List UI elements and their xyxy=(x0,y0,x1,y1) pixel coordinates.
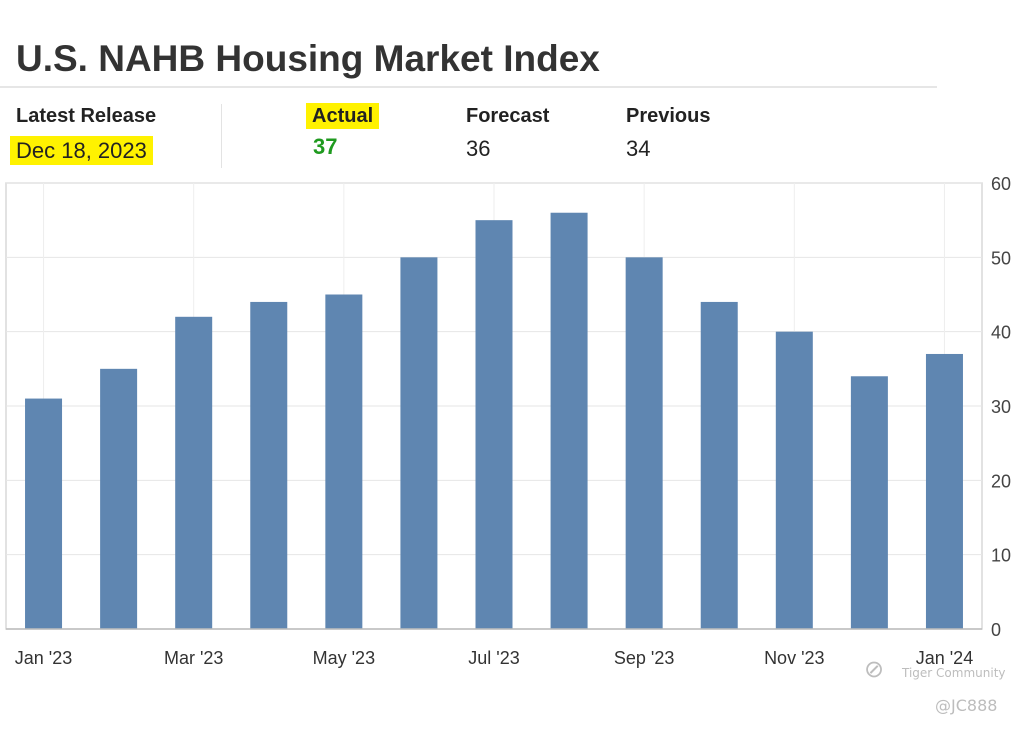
x-tick-label: Sep '23 xyxy=(614,648,675,668)
latest-release-label: Latest Release xyxy=(16,105,157,127)
bar xyxy=(100,368,138,629)
bar xyxy=(250,301,288,629)
bar xyxy=(475,220,513,629)
y-tick-label: 0 xyxy=(991,620,1001,640)
page-title: U.S. NAHB Housing Market Index xyxy=(16,38,600,79)
bar-chart: 0 10 20 30 40 50 60 Jan '23 Mar '23 May '23 Jul '2… xyxy=(5,174,1011,668)
actual-label: Actual xyxy=(306,103,380,129)
y-tick-label: 30 xyxy=(991,397,1011,417)
previous-value: 34 xyxy=(626,136,651,161)
forecast-label: Forecast xyxy=(466,105,550,127)
bar xyxy=(850,376,888,629)
bar xyxy=(550,212,588,629)
bar xyxy=(700,301,738,629)
watermark-user: @JC888 xyxy=(935,696,998,715)
forecast-value: 36 xyxy=(466,136,491,161)
x-tick-label: Jan '24 xyxy=(916,648,973,668)
tiger-logo-icon: ⊘ xyxy=(864,655,885,683)
bar xyxy=(775,331,813,629)
actual-value: 37 xyxy=(313,134,338,159)
bar xyxy=(400,257,438,629)
bar xyxy=(325,294,363,629)
y-tick-label: 20 xyxy=(991,471,1011,491)
watermark-brand: Tiger Community xyxy=(902,666,1006,680)
y-tick-label: 10 xyxy=(991,546,1011,566)
actual-block: Actual 37 xyxy=(306,103,380,160)
latest-release-value: Dec 18, 2023 xyxy=(10,136,153,165)
bar xyxy=(175,316,213,629)
x-tick-label: Jan '23 xyxy=(15,648,72,668)
y-tick-label: 50 xyxy=(991,248,1011,268)
y-tick-label: 60 xyxy=(991,174,1011,194)
title-divider xyxy=(0,86,937,88)
latest-release-block: Latest Release Dec 18, 2023 xyxy=(10,105,157,165)
bar xyxy=(925,353,963,629)
previous-block: Previous 34 xyxy=(626,105,710,162)
x-tick-label: Nov '23 xyxy=(764,648,824,668)
forecast-block: Forecast 36 xyxy=(466,105,549,162)
y-tick-label: 40 xyxy=(991,323,1011,343)
x-tick-label: Mar '23 xyxy=(164,648,223,668)
x-tick-label: May '23 xyxy=(313,648,375,668)
x-tick-label: Jul '23 xyxy=(468,648,519,668)
stats-divider xyxy=(221,104,222,168)
bar xyxy=(625,257,663,629)
previous-label: Previous xyxy=(626,105,711,127)
bar xyxy=(25,398,63,629)
